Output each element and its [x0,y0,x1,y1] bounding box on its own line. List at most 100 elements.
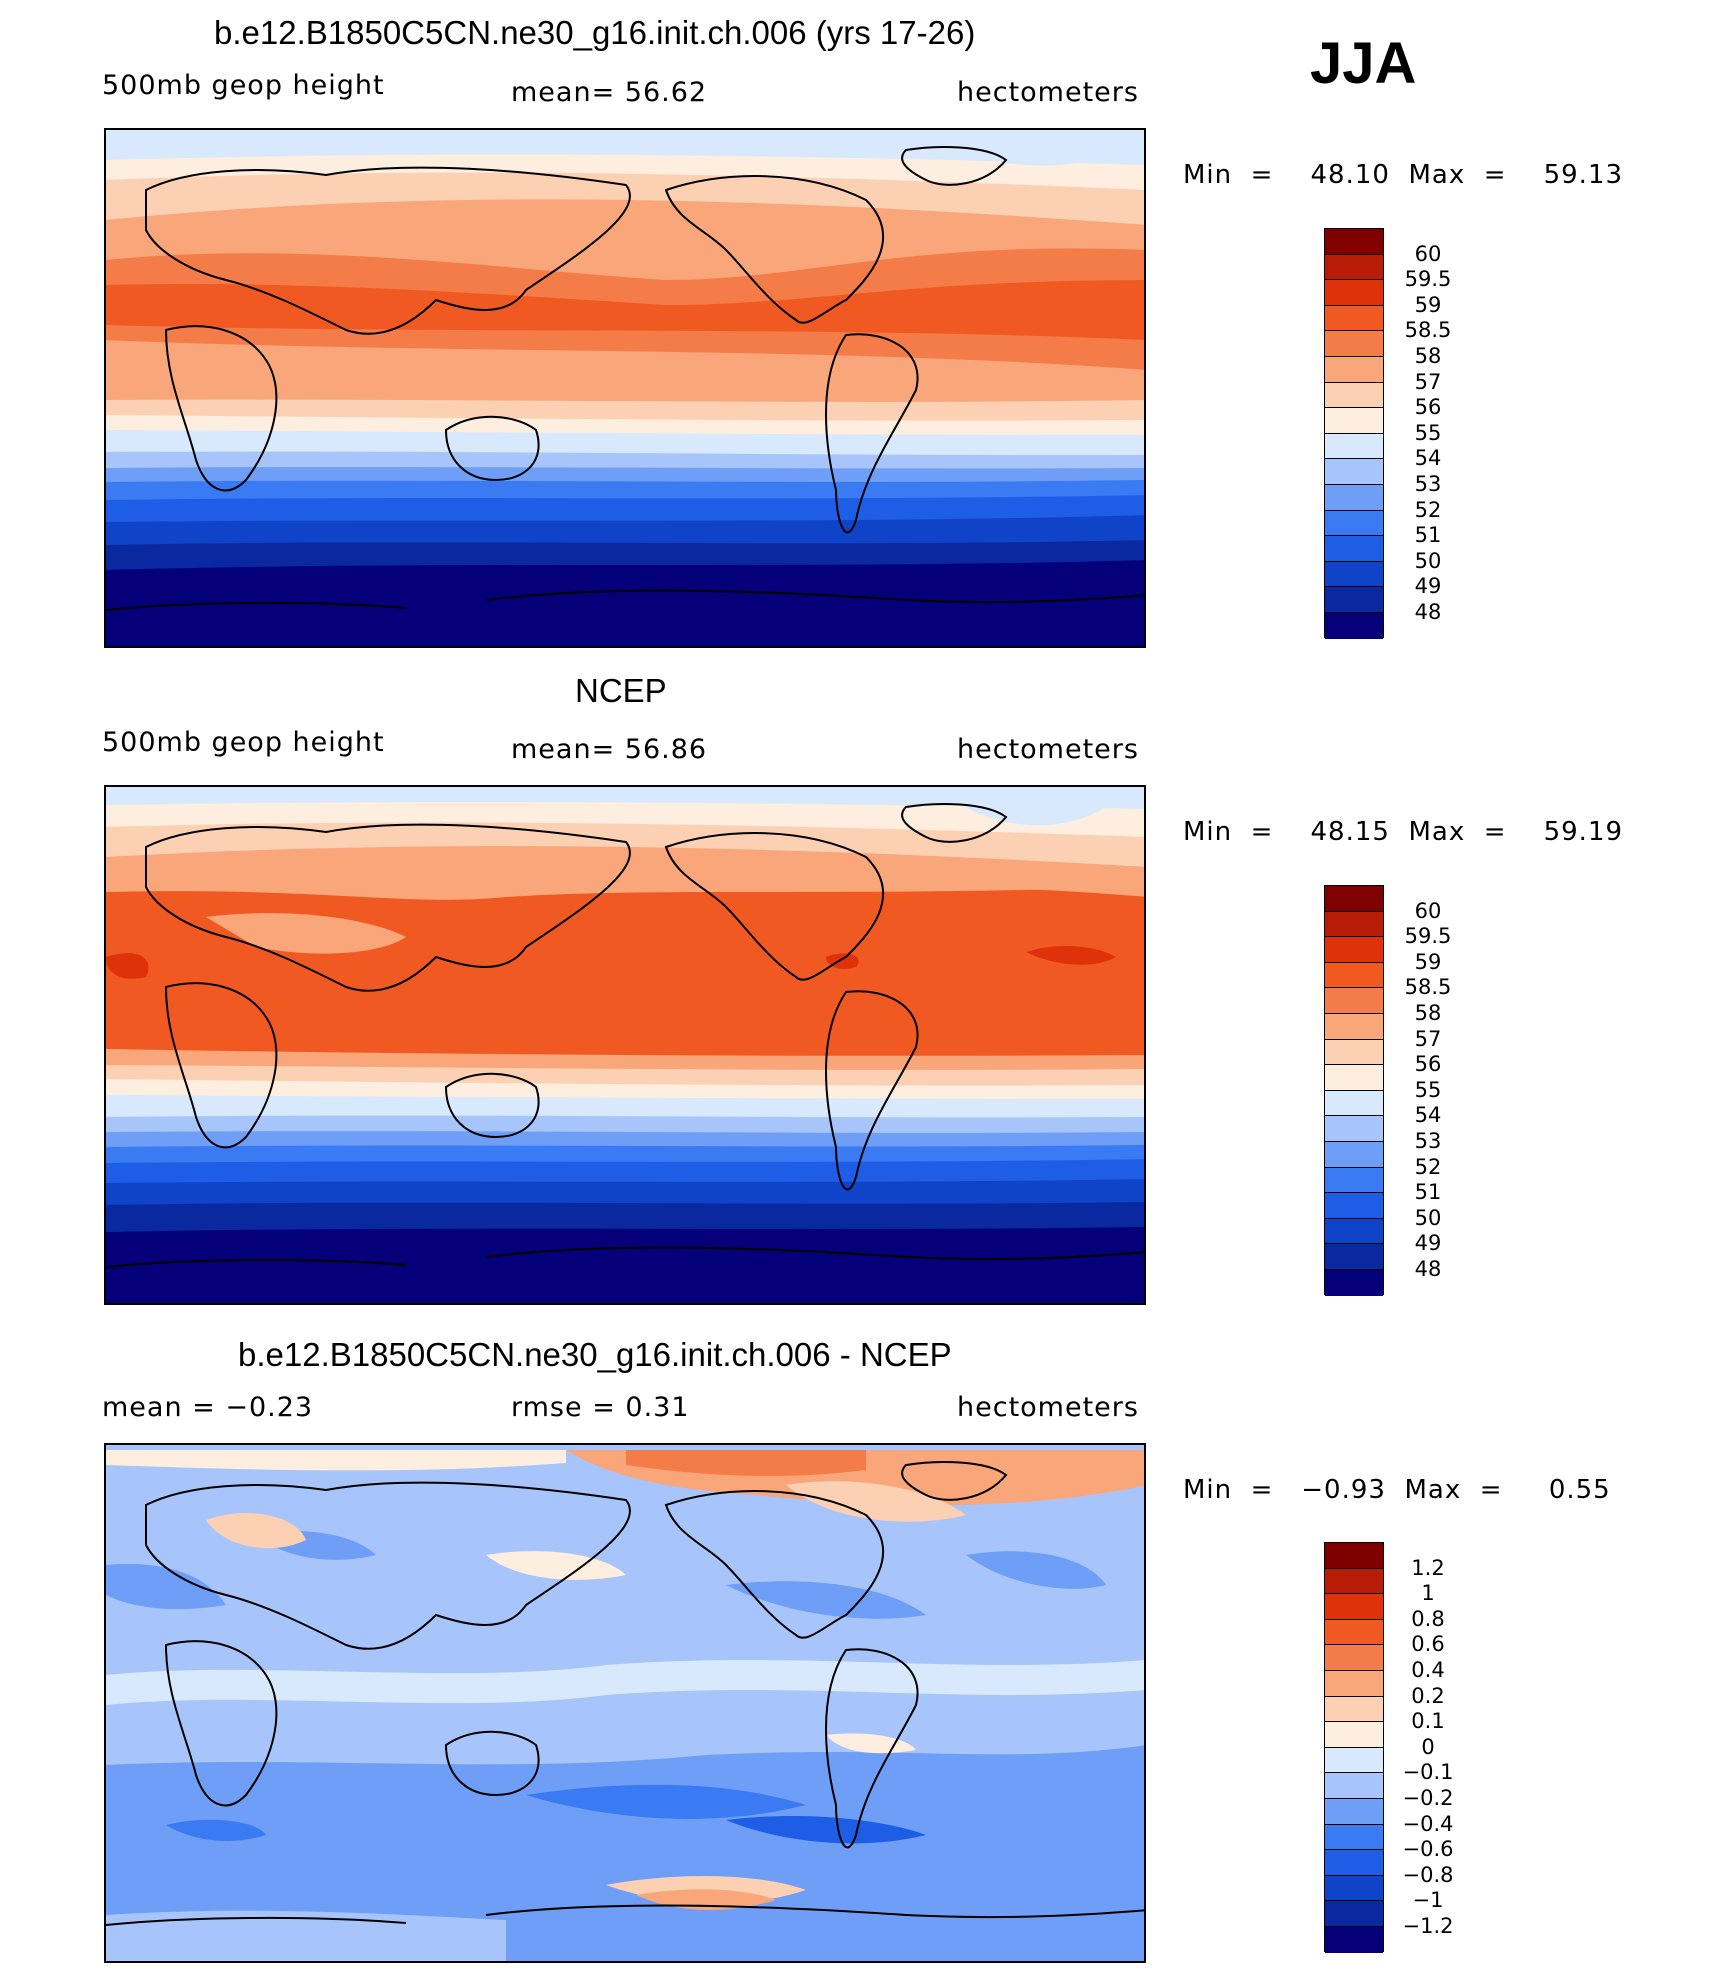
colorbar-tick-label: 60 [1414,898,1442,923]
colorbar-tick-label: 0.2 [1411,1683,1445,1708]
colorbar-segment [1325,1543,1383,1569]
colorbar-segment [1325,1926,1383,1953]
colorbar-tick-label: 52 [1414,1154,1442,1179]
colorbar-segment [1325,1850,1383,1876]
panel-2-title: NCEP [575,672,667,709]
colorbar-tick-label: 0.6 [1411,1632,1445,1657]
colorbar-tick-label: −0.4 [1402,1811,1454,1836]
colorbar-segment [1325,988,1383,1014]
colorbar-segment [1325,1090,1383,1117]
colorbar-tick-label: −0.6 [1402,1837,1454,1862]
colorbar-segment [1325,536,1383,562]
colorbar-tick-label: 51 [1414,523,1442,548]
colorbar-segment [1325,1747,1383,1774]
colorbar-segment [1325,1645,1383,1671]
panel-2-colorbar [1324,885,1384,1296]
colorbar-segment [1325,1722,1383,1748]
colorbar-tick-label: 57 [1414,369,1442,394]
colorbar-segment [1325,1269,1383,1296]
season-label: JJA [1310,31,1417,96]
colorbar-tick-label: 51 [1414,1180,1442,1205]
panel-1-mean-label: mean= 56.62 [511,77,708,108]
colorbar-tick-label: 0.4 [1411,1658,1445,1682]
colorbar-tick-label: 59 [1414,292,1442,317]
colorbar-tick-label: −1.2 [1402,1914,1454,1938]
colorbar-tick-label: 0.8 [1411,1606,1445,1631]
panel-2-units-label: hectometers [957,734,1139,765]
colorbar-tick-label: 49 [1414,1231,1442,1256]
colorbar-tick-label: 60 [1414,241,1442,266]
panel-3-colorbar [1324,1542,1384,1953]
colorbar-tick-label: −0.2 [1402,1786,1454,1810]
colorbar-tick-label: 54 [1414,1103,1442,1128]
colorbar-tick-label: 49 [1414,574,1442,599]
colorbar-tick-label: 59.5 [1404,267,1452,292]
colorbar-segment [1325,1824,1383,1851]
colorbar-tick-label: 50 [1414,1205,1442,1230]
panel-3-rmse-label: rmse = 0.31 [511,1392,690,1423]
colorbar-segment [1325,1193,1383,1219]
colorbar-tick-label: 54 [1414,446,1442,471]
panel-1-title: b.e12.B1850C5CN.ne30_g16.init.ch.006 (yr… [214,14,976,51]
colorbar-segment [1325,1013,1383,1040]
colorbar-segment [1325,1875,1383,1902]
colorbar-segment [1325,254,1383,281]
colorbar-segment [1325,1670,1383,1697]
colorbar-segment [1325,911,1383,938]
colorbar-segment [1325,1039,1383,1066]
colorbar-segment [1325,382,1383,409]
colorbar-tick-label: 0 [1421,1734,1435,1759]
colorbar-tick-label: 58 [1414,1001,1442,1025]
colorbar-segment [1325,1116,1383,1142]
colorbar-tick-label: 55 [1414,1077,1442,1102]
colorbar-tick-label: 53 [1414,472,1442,496]
colorbar-tick-label: 57 [1414,1026,1442,1051]
colorbar-segment [1325,229,1383,255]
colorbar-segment [1325,1167,1383,1194]
colorbar-segment [1325,1594,1383,1620]
colorbar-segment [1325,356,1383,383]
panel-3-mean-label: mean = −0.23 [102,1392,314,1423]
colorbar-tick-label: 48 [1414,1257,1442,1281]
colorbar-segment [1325,561,1383,588]
colorbar-segment [1325,484,1383,511]
colorbar-segment [1325,1696,1383,1723]
panel-1-min-max: Min = 48.10 Max = 59.13 [1183,160,1624,190]
colorbar-tick-label: 55 [1414,420,1442,445]
colorbar-segment [1325,1218,1383,1245]
panel-1-units-label: hectometers [957,77,1139,108]
panel-1-map [104,128,1146,648]
colorbar-segment [1325,510,1383,537]
colorbar-tick-label: 1 [1421,1581,1435,1606]
colorbar-segment [1325,937,1383,963]
panel-2-variable-label: 500mb geop height [102,727,385,758]
colorbar-segment [1325,280,1383,306]
colorbar-tick-label: 56 [1414,395,1442,420]
colorbar-segment [1325,433,1383,460]
colorbar-segment [1325,1568,1383,1595]
colorbar-tick-label: −0.1 [1402,1760,1454,1785]
colorbar-tick-label: 59 [1414,949,1442,974]
colorbar-tick-label: 58.5 [1404,975,1452,1000]
colorbar-segment [1325,587,1383,613]
colorbar-segment [1325,1065,1383,1091]
panel-1-colorbar [1324,228,1384,639]
colorbar-tick-label: 1.2 [1411,1555,1445,1580]
colorbar-segment [1325,1773,1383,1799]
colorbar-tick-label: 53 [1414,1129,1442,1153]
colorbar-segment [1325,408,1383,434]
colorbar-tick-label: 58 [1414,344,1442,368]
colorbar-tick-label: −0.8 [1402,1862,1454,1887]
colorbar-segment [1325,1619,1383,1646]
colorbar-segment [1325,305,1383,332]
panel-2-min-max: Min = 48.15 Max = 59.19 [1183,817,1624,847]
colorbar-segment [1325,459,1383,485]
colorbar-tick-label: 48 [1414,600,1442,624]
colorbar-tick-label: 50 [1414,548,1442,573]
colorbar-segment [1325,886,1383,912]
panel-3-min-max: Min = −0.93 Max = 0.55 [1183,1475,1611,1505]
colorbar-tick-label: −1 [1412,1888,1444,1913]
panel-3-title: b.e12.B1850C5CN.ne30_g16.init.ch.006 - N… [238,1336,952,1373]
colorbar-segment [1325,1901,1383,1927]
panel-2-mean-label: mean= 56.86 [511,734,708,765]
